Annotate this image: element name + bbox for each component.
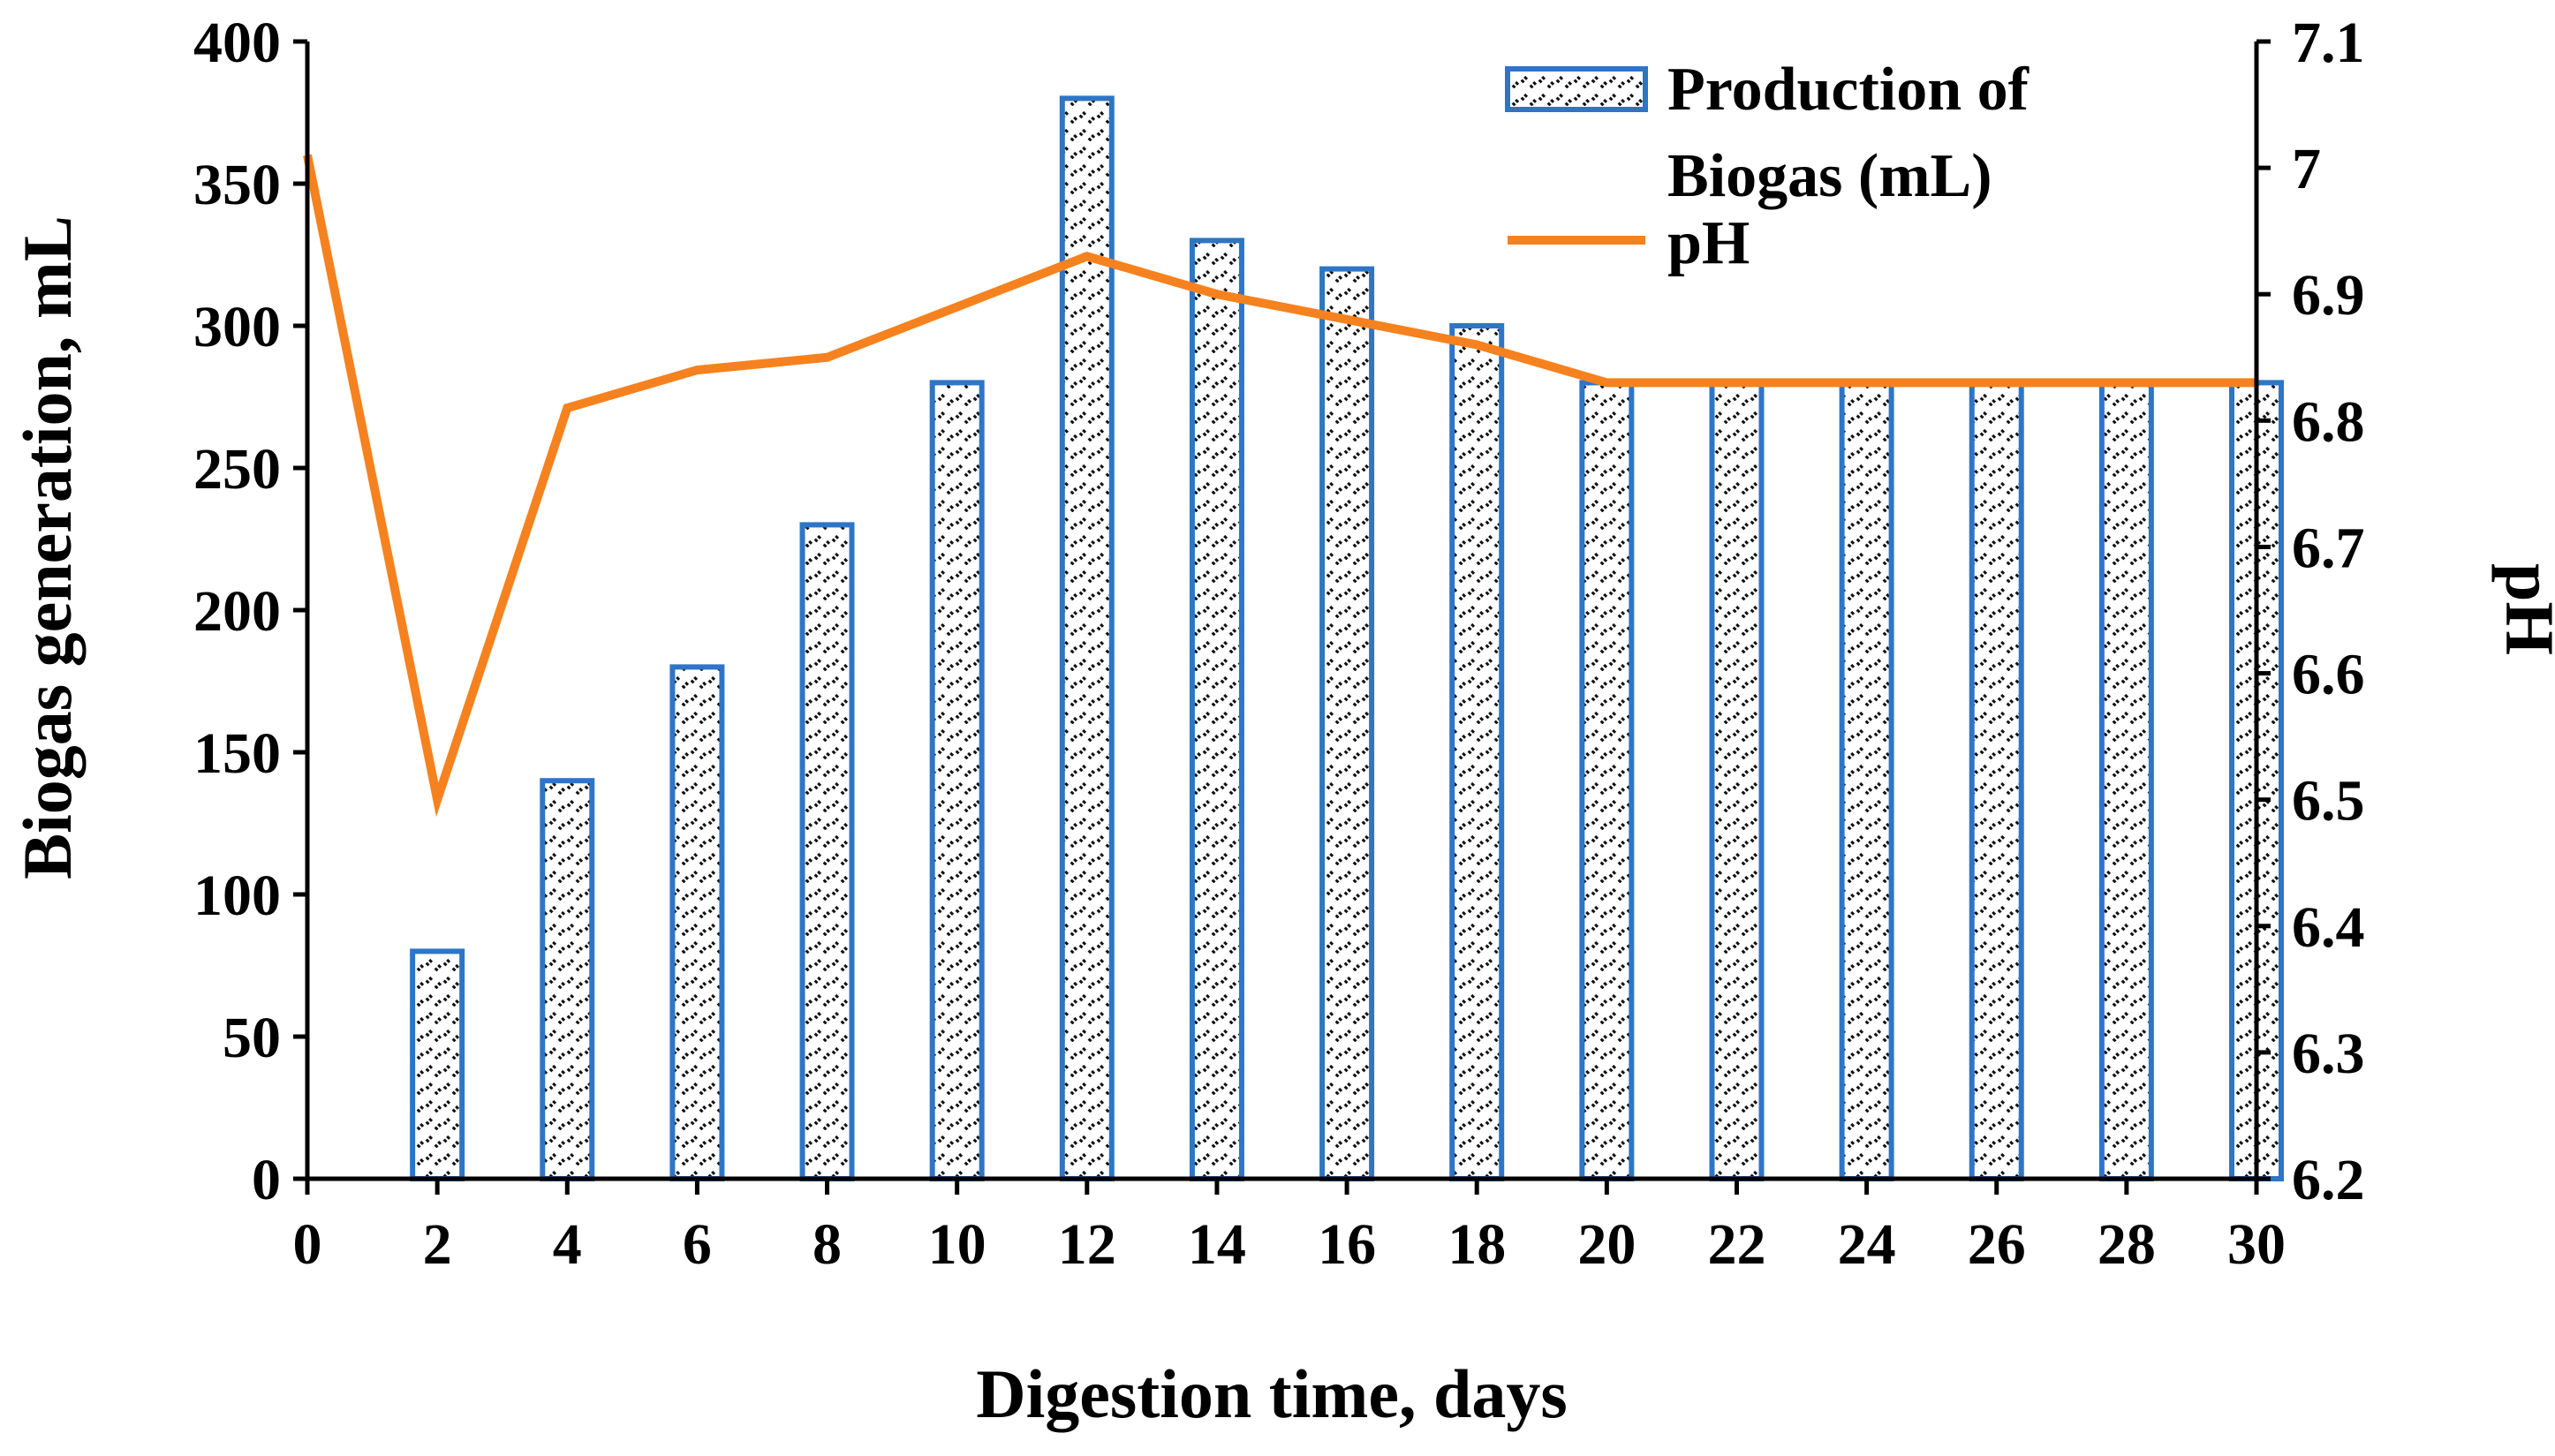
bar-day-8 — [799, 522, 855, 1181]
x-axis-title: Digestion time, days — [976, 1355, 1567, 1432]
x-tick-label: 16 — [1318, 1212, 1376, 1277]
right-tick-label: 6.2 — [2292, 1148, 2365, 1212]
left-tick-label: 300 — [193, 295, 281, 359]
bar-day-4 — [540, 778, 595, 1181]
ticks-layer: 0501001502002503003504006.26.36.46.56.66… — [193, 11, 2365, 1277]
left-tick-label: 150 — [193, 721, 281, 786]
legend-label-ph: pH — [1667, 209, 1750, 277]
right-tick-label: 6.3 — [2292, 1022, 2365, 1086]
x-tick-label: 8 — [813, 1212, 842, 1277]
right-tick-label: 6.4 — [2292, 895, 2365, 960]
left-tick-label: 0 — [252, 1148, 281, 1212]
bar-day-24 — [1839, 380, 1894, 1181]
right-tick-label: 6.7 — [2292, 516, 2365, 580]
x-tick-label: 10 — [928, 1212, 986, 1277]
x-tick-label: 28 — [2098, 1212, 2156, 1277]
left-tick-label: 100 — [193, 864, 281, 928]
x-tick-label: 26 — [1968, 1212, 2026, 1277]
y-axis-title: Biogas generation, mL — [9, 215, 86, 879]
left-tick-label: 400 — [193, 11, 281, 75]
bars-layer — [410, 95, 2284, 1182]
x-tick-label: 30 — [2227, 1212, 2286, 1277]
ph-line-layer — [303, 154, 2256, 818]
legend-swatch-biogas — [1505, 66, 1648, 112]
right-tick-label: 6.9 — [2292, 263, 2365, 328]
x-tick-label: 14 — [1188, 1212, 1246, 1277]
legend-label-biogas-line1: Production of — [1667, 56, 2030, 124]
x-tick-label: 0 — [293, 1212, 322, 1277]
bar-day-16 — [1319, 266, 1375, 1182]
x-tick-label: 20 — [1577, 1212, 1636, 1277]
x-tick-label: 24 — [1838, 1212, 1896, 1277]
bar-day-20 — [1579, 380, 1635, 1181]
legend: Production of Biogas (mL) pH — [1505, 56, 2030, 277]
bar-day-26 — [1969, 380, 2024, 1181]
x-tick-label: 6 — [683, 1212, 712, 1277]
ph-series-line — [303, 154, 2256, 818]
right-tick-label: 7 — [2292, 137, 2321, 201]
right-tick-label: 6.8 — [2292, 389, 2365, 454]
y2-axis-title: pH — [2491, 563, 2555, 655]
bar-day-28 — [2098, 380, 2154, 1181]
left-tick-label: 200 — [193, 579, 281, 644]
bar-day-14 — [1189, 238, 1244, 1181]
bar-day-10 — [929, 380, 985, 1181]
left-tick-label: 350 — [193, 153, 281, 217]
right-tick-label: 6.6 — [2292, 643, 2365, 707]
legend-label-biogas-line2: Biogas (mL) — [1667, 142, 1992, 210]
x-tick-label: 2 — [423, 1212, 452, 1277]
right-tick-label: 6.5 — [2292, 769, 2365, 834]
x-tick-label: 12 — [1058, 1212, 1116, 1277]
left-tick-label: 50 — [223, 1006, 281, 1070]
x-tick-label: 22 — [1707, 1212, 1765, 1277]
bar-day-6 — [669, 664, 725, 1181]
bar-day-2 — [410, 948, 465, 1182]
right-tick-label: 7.1 — [2292, 11, 2365, 75]
x-tick-label: 18 — [1448, 1212, 1506, 1277]
axes-layer — [305, 41, 2259, 1181]
bar-day-22 — [1709, 380, 1765, 1181]
left-tick-label: 250 — [193, 437, 281, 502]
bar-day-18 — [1449, 323, 1505, 1181]
x-tick-label: 4 — [553, 1212, 582, 1277]
